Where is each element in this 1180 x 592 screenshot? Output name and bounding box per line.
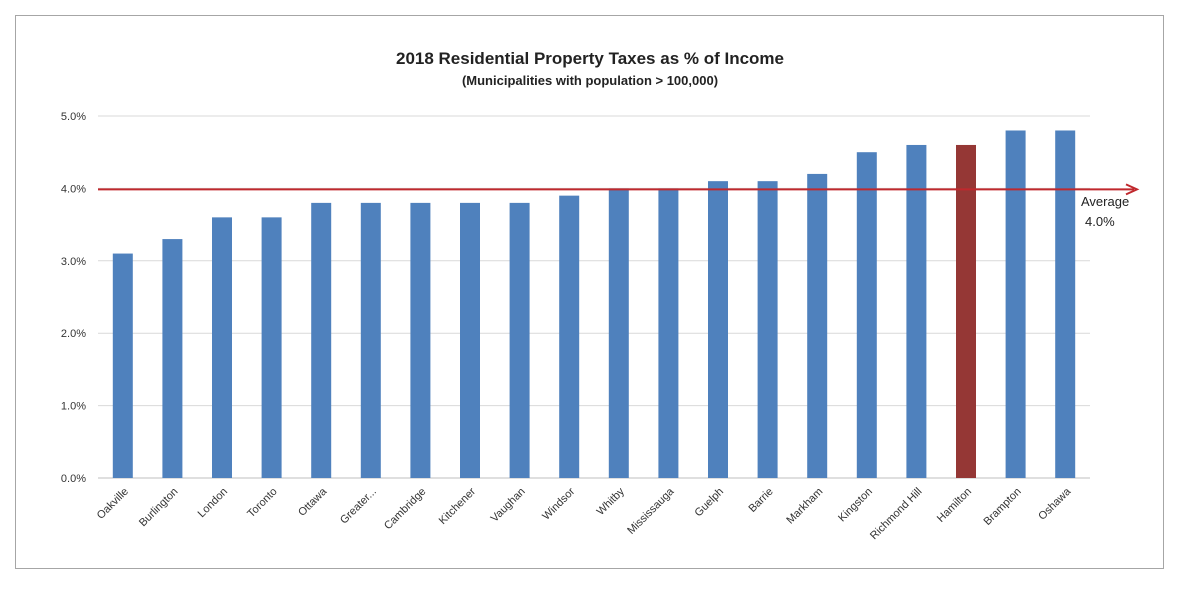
bar: [906, 144, 927, 478]
x-tick-label: Markham: [784, 486, 825, 527]
bar: [509, 202, 530, 478]
y-tick-label: 0.0%: [61, 473, 86, 485]
x-tick-label: Brampton: [982, 486, 1024, 528]
bar: [162, 239, 183, 478]
bar: [460, 202, 480, 478]
bar: [658, 188, 679, 478]
bar: [757, 181, 778, 478]
chart-frame: [15, 15, 1164, 569]
x-tick-label: London: [196, 486, 230, 520]
bar: [112, 253, 133, 478]
x-tick-label: Cambridge: [382, 486, 429, 533]
x-tick-label: Guelph: [693, 486, 727, 520]
x-tick-label: Greater...: [338, 486, 379, 527]
y-tick-label: 5.0%: [61, 111, 86, 123]
bar: [261, 217, 282, 479]
bar: [360, 202, 381, 478]
x-tick-label: Toronto: [245, 486, 279, 520]
chart-subtitle: (Municipalities with population > 100,00…: [462, 73, 718, 88]
bar: [212, 217, 232, 479]
y-tick-label: 4.0%: [61, 183, 86, 195]
chart-title: 2018 Residential Property Taxes as % of …: [396, 49, 784, 68]
x-tick-label: Oakville: [95, 486, 131, 522]
x-tick-label: Mississauga: [625, 485, 677, 537]
bar: [856, 152, 877, 478]
arrowhead-icon: [1125, 183, 1140, 196]
y-tick-label: 2.0%: [61, 328, 86, 340]
average-value-label: 4.0%: [1085, 214, 1115, 229]
x-tick-label: Hamilton: [935, 486, 974, 525]
bar: [559, 195, 580, 478]
bar: [1055, 130, 1076, 479]
y-tick-label: 3.0%: [61, 256, 86, 268]
x-tick-label: Windsor: [540, 485, 577, 522]
bar: [1005, 130, 1026, 479]
y-tick-label: 1.0%: [61, 401, 86, 413]
x-tick-label: Barrie: [746, 486, 775, 515]
average-label: Average: [1081, 194, 1129, 209]
x-tick-label: Burlington: [137, 486, 181, 530]
bar: [410, 202, 431, 478]
x-tick-label: Vaughan: [489, 486, 528, 525]
bar: [608, 188, 629, 478]
bar: [708, 181, 728, 478]
x-tick-label: Oshawa: [1036, 485, 1074, 523]
x-tick-label: Richmond Hill: [868, 486, 924, 542]
bar-highlight: [956, 144, 976, 478]
x-tick-label: Kitchener: [437, 485, 479, 527]
bar: [311, 202, 332, 478]
x-tick-label: Whitby: [595, 485, 628, 518]
x-tick-label: Ottawa: [296, 485, 330, 519]
x-tick-label: Kingston: [836, 486, 875, 525]
bar: [807, 173, 828, 479]
